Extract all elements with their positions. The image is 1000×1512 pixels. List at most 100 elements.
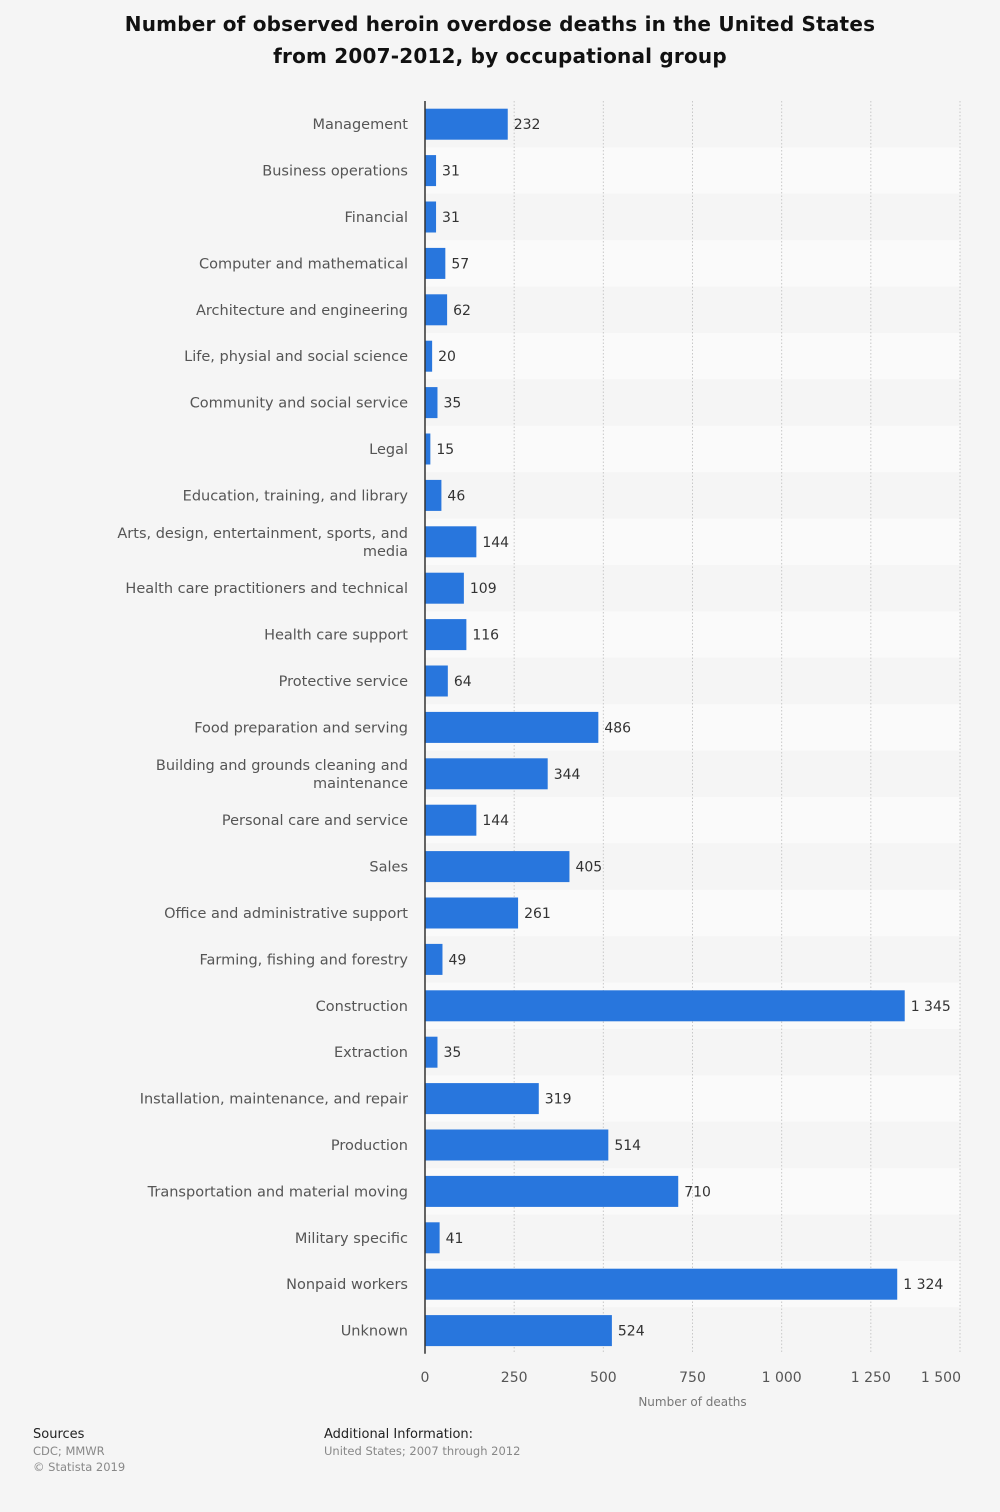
category-label: Unknown: [341, 1324, 408, 1340]
category-label: Business operations: [262, 164, 408, 180]
category-label: Health care practitioners and technical: [125, 581, 408, 597]
bar: [425, 804, 477, 836]
bar: [425, 1315, 612, 1347]
x-tick-label: 1 000: [762, 1370, 802, 1386]
bar: [425, 201, 437, 233]
category-label: Legal: [369, 442, 408, 458]
category-label: Installation, maintenance, and repair: [140, 1092, 408, 1108]
value-label: 62: [453, 303, 471, 319]
value-label: 232: [514, 117, 541, 133]
category-label: Building and grounds cleaning and: [156, 758, 408, 774]
bar: [425, 526, 477, 558]
bar: [425, 758, 548, 790]
category-label: media: [363, 544, 408, 560]
value-label: 41: [446, 1231, 464, 1247]
bar: [425, 108, 508, 140]
value-label: 64: [454, 674, 472, 690]
category-label: Computer and mathematical: [199, 256, 408, 272]
value-label: 109: [470, 581, 497, 597]
chart-title: Number of observed heroin overdose death…: [40, 8, 960, 72]
value-label: 405: [575, 860, 602, 876]
bar: [425, 851, 570, 883]
category-label: Financial: [345, 210, 409, 226]
sources-block: Sources CDC; MMWR © Statista 2019: [33, 1427, 125, 1475]
value-label: 20: [438, 349, 456, 365]
bar: [425, 479, 442, 511]
x-tick-label: 250: [501, 1370, 528, 1386]
category-label: Health care support: [264, 628, 408, 644]
bar: [425, 1175, 679, 1207]
bar: [425, 619, 467, 651]
category-label: Military specific: [295, 1231, 408, 1247]
value-label: 49: [448, 952, 466, 968]
bar: [425, 711, 599, 743]
value-label: 35: [443, 1045, 461, 1061]
x-tick-label: 1 250: [851, 1370, 891, 1386]
value-label: 116: [472, 628, 499, 644]
sources-label: Sources: [33, 1427, 85, 1442]
bar: [425, 155, 437, 187]
category-label: Personal care and service: [222, 813, 408, 829]
bar: [425, 1129, 609, 1161]
bar: [425, 340, 433, 372]
value-label: 31: [442, 210, 460, 226]
x-tick-label: 500: [590, 1370, 617, 1386]
additional-info-text: United States; 2007 through 2012: [324, 1444, 521, 1458]
bar: [425, 1036, 438, 1068]
category-label: Extraction: [334, 1045, 408, 1061]
value-label: 710: [684, 1184, 711, 1200]
bar: [425, 943, 443, 975]
value-label: 344: [554, 767, 581, 783]
bar: [425, 665, 448, 697]
category-label: Arts, design, entertainment, sports, and: [117, 526, 408, 542]
value-label: 1 324: [903, 1277, 943, 1293]
value-label: 46: [447, 488, 465, 504]
additional-info-block: Additional Information: United States; 2…: [324, 1427, 520, 1459]
value-label: 144: [482, 813, 509, 829]
value-label: 514: [614, 1138, 641, 1154]
x-tick-label: 1 500: [921, 1370, 961, 1386]
category-label: Architecture and engineering: [196, 303, 408, 319]
bar: [425, 247, 446, 279]
value-label: 144: [482, 535, 509, 551]
value-label: 486: [604, 720, 631, 736]
bar: [425, 1222, 440, 1254]
sources-text: CDC; MMWR: [33, 1444, 105, 1458]
bar: [425, 1083, 539, 1115]
category-label: Education, training, and library: [183, 488, 409, 504]
chart-title-line-1: Number of observed heroin overdose death…: [124, 12, 876, 36]
category-label: Life, physial and social science: [184, 349, 408, 365]
additional-info-label: Additional Information:: [324, 1427, 474, 1442]
value-label: 31: [442, 164, 460, 180]
category-label: Farming, fishing and forestry: [200, 952, 409, 968]
value-label: 524: [618, 1324, 645, 1340]
bar-chart: 232 Management 31 Business operations 31 Fina…: [117, 101, 961, 1409]
category-label: Management: [312, 117, 408, 133]
bar: [425, 572, 464, 604]
category-label: Production: [331, 1138, 408, 1154]
category-label: Protective service: [279, 674, 408, 690]
category-label: Sales: [369, 860, 408, 876]
value-label: 261: [524, 906, 551, 922]
value-label: 1 345: [911, 999, 951, 1015]
bar: [425, 294, 448, 326]
category-label: maintenance: [313, 776, 408, 792]
category-label: Nonpaid workers: [286, 1277, 408, 1293]
value-label: 15: [436, 442, 454, 458]
copyright-text: © Statista 2019: [33, 1460, 126, 1474]
x-axis-title: Number of deaths: [638, 1395, 746, 1409]
category-label: Construction: [316, 999, 408, 1015]
x-tick-label: 750: [679, 1370, 706, 1386]
bar: [425, 387, 438, 419]
category-label: Transportation and material moving: [147, 1184, 408, 1200]
x-tick-label: 0: [421, 1370, 430, 1386]
value-label: 57: [451, 256, 469, 272]
bar: [425, 1268, 898, 1300]
category-label: Food preparation and serving: [194, 720, 408, 736]
category-label: Office and administrative support: [164, 906, 408, 922]
category-label: Community and social service: [190, 396, 408, 412]
bar: [425, 433, 431, 465]
bar: [425, 990, 905, 1022]
bar: [425, 897, 519, 929]
value-label: 35: [443, 396, 461, 412]
